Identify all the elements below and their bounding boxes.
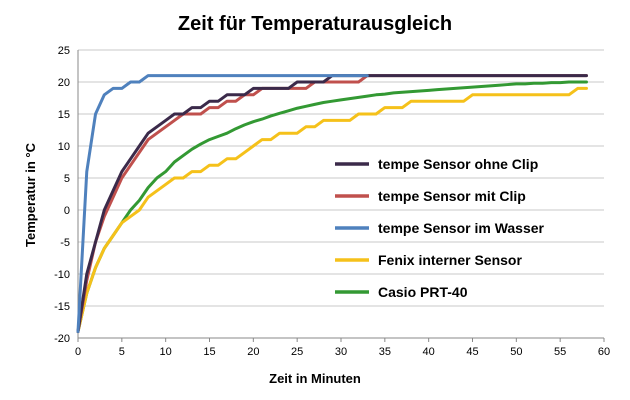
x-tick-label: 35 [379, 346, 391, 358]
x-tick-label: 60 [598, 346, 610, 358]
legend: tempe Sensor ohne Clip tempe Sensor mit C… [335, 156, 545, 300]
y-tick-label: 15 [58, 109, 70, 121]
y-axis-label: Temperatur in °C [23, 142, 38, 247]
x-tick-label: 5 [119, 346, 125, 358]
tick-labels: -20 -15 -10 -5 0 5 10 15 20 25 0 5 10 15 20 25 30 35 40 45 5… [54, 45, 610, 358]
x-tick-label: 55 [554, 346, 566, 358]
x-tick-label: 25 [291, 346, 303, 358]
series-line-5 [76, 80, 588, 334]
x-tick-label: 30 [335, 346, 347, 358]
x-tick-label: 40 [423, 346, 435, 358]
y-tick-label: 5 [64, 173, 70, 185]
x-tick-label: 0 [75, 346, 81, 358]
legend-label-1: tempe Sensor ohne Clip [378, 156, 538, 172]
y-tick-label: -15 [54, 301, 70, 313]
y-tick-label: 0 [64, 205, 70, 217]
axes [77, 50, 605, 342]
series-line-4 [76, 86, 588, 334]
y-tick-label: 10 [58, 141, 70, 153]
x-tick-label: 15 [203, 346, 215, 358]
y-tick-label: 20 [58, 77, 70, 89]
chart-title: Zeit für Temperaturausgleich [178, 13, 452, 35]
y-tick-label: 25 [58, 45, 70, 57]
series-line-3 [76, 74, 369, 334]
series-lines [76, 74, 588, 334]
y-tick-label: -20 [54, 333, 70, 345]
legend-label-5: Casio PRT-40 [378, 284, 468, 300]
y-tick-label: -10 [54, 269, 70, 281]
legend-label-2: tempe Sensor mit Clip [378, 188, 526, 204]
legend-label-4: Fenix interner Sensor [378, 252, 522, 268]
x-tick-label: 20 [247, 346, 259, 358]
x-axis-label: Zeit in Minuten [269, 371, 361, 386]
series-line-2 [76, 74, 588, 334]
x-tick-label: 45 [466, 346, 478, 358]
x-tick-label: 50 [510, 346, 522, 358]
y-tick-label: -5 [60, 237, 70, 249]
x-tick-label: 10 [160, 346, 172, 358]
legend-label-3: tempe Sensor im Wasser [378, 220, 545, 236]
